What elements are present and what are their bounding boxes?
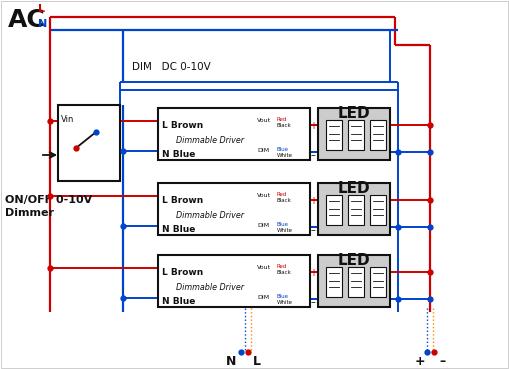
Text: DIM   DC 0-10V: DIM DC 0-10V bbox=[132, 62, 211, 72]
Text: Blue: Blue bbox=[277, 222, 289, 227]
Text: Vout: Vout bbox=[257, 265, 271, 270]
Bar bbox=[348, 120, 364, 150]
Text: L Brown: L Brown bbox=[162, 121, 203, 130]
Text: White: White bbox=[277, 300, 293, 305]
Bar bbox=[348, 267, 364, 297]
Text: ON/OFF 0-10V: ON/OFF 0-10V bbox=[5, 195, 92, 205]
Text: Vout: Vout bbox=[257, 118, 271, 123]
Text: Blue: Blue bbox=[277, 147, 289, 152]
Text: Black: Black bbox=[277, 123, 292, 128]
Text: Red: Red bbox=[277, 264, 288, 269]
Text: Dimmable Driver: Dimmable Driver bbox=[176, 283, 244, 292]
Bar bbox=[158, 255, 310, 307]
Text: –: – bbox=[439, 355, 445, 368]
Bar bbox=[318, 255, 390, 307]
Bar bbox=[318, 108, 390, 160]
Text: Blue: Blue bbox=[277, 294, 289, 299]
Text: L Brown: L Brown bbox=[162, 196, 203, 205]
Bar bbox=[370, 195, 386, 225]
Text: LED: LED bbox=[337, 253, 371, 268]
Bar bbox=[370, 267, 386, 297]
Text: Dimmer: Dimmer bbox=[5, 208, 54, 218]
Text: DIM: DIM bbox=[257, 295, 269, 300]
Text: Dimmable Driver: Dimmable Driver bbox=[176, 136, 244, 145]
Text: Red: Red bbox=[277, 117, 288, 122]
Text: +: + bbox=[309, 121, 317, 131]
Text: Vin: Vin bbox=[61, 115, 74, 124]
Bar bbox=[370, 120, 386, 150]
Text: N: N bbox=[226, 355, 236, 368]
Text: –: – bbox=[310, 150, 316, 160]
Text: DIM: DIM bbox=[257, 223, 269, 228]
Text: DIM: DIM bbox=[257, 148, 269, 153]
Bar bbox=[158, 108, 310, 160]
Text: White: White bbox=[277, 228, 293, 233]
Text: N: N bbox=[38, 19, 47, 29]
Bar bbox=[158, 183, 310, 235]
Text: N Blue: N Blue bbox=[162, 225, 195, 234]
Text: Vout: Vout bbox=[257, 193, 271, 198]
Text: LED: LED bbox=[337, 106, 371, 121]
Text: Black: Black bbox=[277, 198, 292, 203]
Text: L: L bbox=[253, 355, 261, 368]
Text: AC: AC bbox=[8, 8, 46, 32]
Text: –: – bbox=[310, 225, 316, 235]
Text: L Brown: L Brown bbox=[162, 268, 203, 277]
Text: LED: LED bbox=[337, 181, 371, 196]
Bar bbox=[326, 267, 342, 297]
Text: N Blue: N Blue bbox=[162, 297, 195, 306]
Text: Dimmable Driver: Dimmable Driver bbox=[176, 211, 244, 220]
Text: Black: Black bbox=[277, 270, 292, 275]
Text: +: + bbox=[309, 196, 317, 206]
Bar bbox=[326, 195, 342, 225]
Text: L: L bbox=[38, 4, 45, 14]
Text: –: – bbox=[310, 297, 316, 307]
Text: White: White bbox=[277, 153, 293, 158]
Text: +: + bbox=[309, 268, 317, 278]
Text: N Blue: N Blue bbox=[162, 150, 195, 159]
Text: +: + bbox=[415, 355, 426, 368]
Bar bbox=[318, 183, 390, 235]
Bar bbox=[326, 120, 342, 150]
Text: Red: Red bbox=[277, 192, 288, 197]
Bar bbox=[348, 195, 364, 225]
Bar bbox=[58, 105, 120, 181]
